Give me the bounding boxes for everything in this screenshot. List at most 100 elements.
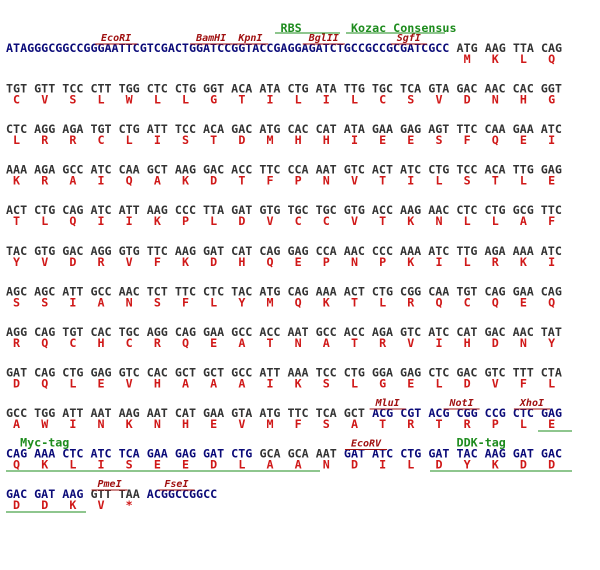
- amino-acid: L: [351, 376, 358, 390]
- amino-acid: F: [548, 214, 555, 228]
- amino-acid: R: [407, 295, 415, 309]
- amino-acid: L: [464, 214, 471, 228]
- amino-acid: A: [13, 417, 20, 431]
- amino-acid: V: [126, 255, 133, 269]
- amino-acid: T: [210, 133, 217, 147]
- amino-acid: A: [238, 376, 245, 390]
- amino-acid: V: [351, 174, 358, 188]
- amino-acid: K: [520, 255, 527, 269]
- restriction-site: FseI: [164, 479, 188, 490]
- amino-acid: V: [41, 255, 48, 269]
- amino-acid: S: [435, 133, 442, 147]
- amino-acid: N: [520, 336, 527, 350]
- amino-acid: H: [182, 417, 189, 431]
- amino-acid: E: [154, 458, 161, 472]
- amino-acid: A: [295, 458, 302, 472]
- amino-acid: R: [492, 255, 500, 269]
- amino-acid: M: [266, 295, 273, 309]
- amino-acid: K: [182, 174, 189, 188]
- amino-acid: F: [182, 295, 189, 309]
- dna-segment: GCC TGG ATT AAT AAG AAT CAT GAA GTA ATG …: [6, 406, 365, 420]
- amino-acid: L: [520, 52, 527, 66]
- amino-acid: E: [407, 133, 414, 147]
- dna-segment: ATAGGGCGGCCGGGAATTCGTCGACTGGATCCGGTACCGA…: [6, 41, 449, 55]
- amino-acid: L: [295, 93, 302, 107]
- amino-acid: W: [126, 93, 134, 107]
- amino-acid: T: [379, 214, 386, 228]
- amino-acid: L: [520, 417, 527, 431]
- dna-segment: CAG AAA CTC ATC TCA GAA GAG GAT CTG: [6, 447, 252, 461]
- restriction-site: EcoRV: [351, 439, 382, 450]
- amino-acid: D: [492, 336, 499, 350]
- amino-acid: Q: [435, 295, 442, 309]
- amino-acid: K: [492, 52, 499, 66]
- amino-acid: C: [126, 336, 133, 350]
- dna-segment: GAT ATC CTG GAT TAC AAG GAT GAC: [344, 447, 562, 461]
- amino-acid: E: [520, 295, 527, 309]
- dna-segment: TGT GTT TCC CTT TGG CTC CTG GGT ACA ATA …: [6, 82, 562, 96]
- amino-acid: D: [238, 133, 245, 147]
- restriction-site: SgfI: [397, 33, 421, 44]
- amino-acid: R: [154, 336, 162, 350]
- amino-acid: A: [266, 458, 273, 472]
- amino-acid: I: [69, 295, 76, 309]
- amino-acid: K: [126, 417, 133, 431]
- amino-acid: L: [182, 93, 189, 107]
- amino-acid: D: [464, 93, 471, 107]
- amino-acid: E: [548, 174, 555, 188]
- amino-acid: L: [69, 458, 76, 472]
- amino-acid: D: [520, 458, 527, 472]
- amino-acid: G: [379, 376, 386, 390]
- dna-segment: GAC GAT AAG: [6, 487, 83, 501]
- amino-acid: A: [520, 214, 527, 228]
- amino-acid: L: [126, 133, 133, 147]
- amino-acid: F: [464, 133, 471, 147]
- amino-acid: T: [266, 336, 273, 350]
- amino-acid: A: [69, 174, 76, 188]
- restriction-site: NotI: [449, 398, 474, 409]
- amino-acid: R: [464, 417, 472, 431]
- amino-acid: I: [379, 458, 386, 472]
- amino-acid: N: [492, 93, 499, 107]
- amino-acid: Q: [492, 133, 499, 147]
- amino-acid: E: [295, 255, 302, 269]
- amino-acid: V: [238, 417, 245, 431]
- dna-segment: ACT CTG CAG ATC ATT AAG CCC TTA GAT GTG …: [6, 203, 562, 217]
- amino-acid: Q: [13, 458, 20, 472]
- amino-acid: Y: [548, 336, 555, 350]
- amino-acid: V: [126, 376, 133, 390]
- amino-acid: S: [323, 417, 330, 431]
- amino-acid: I: [548, 133, 555, 147]
- amino-acid: Q: [266, 255, 273, 269]
- amino-acid: L: [98, 93, 105, 107]
- amino-acid: I: [126, 214, 133, 228]
- amino-acid: A: [210, 376, 217, 390]
- amino-acid: L: [435, 174, 442, 188]
- amino-acid: L: [492, 214, 499, 228]
- amino-acid: Q: [182, 336, 189, 350]
- amino-acid: S: [69, 93, 76, 107]
- amino-acid: I: [548, 255, 555, 269]
- amino-acid: E: [379, 133, 386, 147]
- amino-acid: T: [351, 336, 358, 350]
- amino-acid: *: [126, 498, 133, 512]
- amino-acid: D: [548, 458, 555, 472]
- amino-acid: M: [266, 417, 273, 431]
- amino-acid: V: [266, 214, 273, 228]
- amino-acid: V: [98, 498, 105, 512]
- amino-acid: C: [295, 214, 302, 228]
- amino-acid: C: [323, 214, 330, 228]
- amino-acid: T: [13, 214, 20, 228]
- amino-acid: D: [41, 498, 48, 512]
- amino-acid: K: [492, 458, 499, 472]
- amino-acid: R: [407, 417, 415, 431]
- amino-acid: V: [351, 214, 358, 228]
- amino-acid: P: [323, 255, 330, 269]
- amino-acid: S: [182, 133, 189, 147]
- amino-acid: Y: [13, 255, 20, 269]
- amino-acid: A: [351, 417, 358, 431]
- amino-acid: T: [238, 174, 245, 188]
- amino-acid: I: [98, 214, 105, 228]
- amino-acid: I: [435, 255, 442, 269]
